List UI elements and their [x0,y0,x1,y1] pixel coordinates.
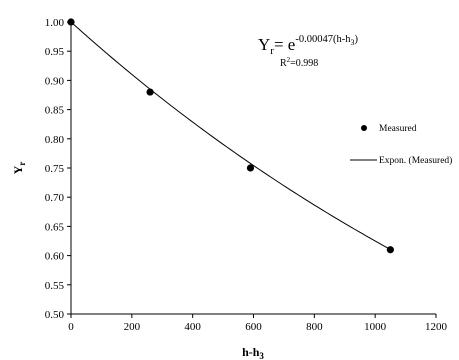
y-tick-label: 0.85 [45,105,65,117]
y-tick-label: 0.50 [45,309,65,321]
legend: Measured Expon. (Measured) [350,124,452,166]
x-tick-label: 200 [124,321,141,333]
y-tick-label: 0.70 [45,192,65,204]
x-tick-label: 600 [245,321,262,333]
data-point [386,246,394,254]
x-tick-label: 800 [306,321,323,333]
chart-marks [67,18,394,254]
y-tick-label: 0.80 [45,134,65,146]
y-axis-title: Yr [11,162,27,175]
x-axis-title: h-h3 [242,345,264,360]
x-tick-label: 1200 [425,321,448,333]
data-point [146,88,154,96]
x-tick-label: 400 [184,321,201,333]
legend-measured-label: Measured [379,124,417,134]
data-point [67,18,75,26]
y-tick-label: 0.95 [45,46,65,58]
plot-area: 0.50 0.55 0.60 0.65 0.70 0.75 0.80 0.85 0.90 0.95… [45,17,448,333]
y-tick-label: 0.65 [45,221,65,233]
y-tick-label: 0.60 [45,251,65,263]
x-tick-label: 1000 [364,321,387,333]
y-tick-label: 0.55 [45,280,65,292]
y-tick-label: 0.75 [45,163,65,175]
r-squared-annotation: R2=0.998 [280,56,318,69]
x-tick-label: 0 [68,321,74,333]
legend-expon-label: Expon. (Measured) [379,155,452,166]
legend-measured-marker [361,125,367,131]
equation-annotation: Yr= e-0.00047(h-h3) [258,34,358,57]
y-tick-label: 0.90 [45,75,65,87]
y-tick-label: 1.00 [45,17,65,29]
data-point [246,164,255,172]
trendline [70,21,391,250]
